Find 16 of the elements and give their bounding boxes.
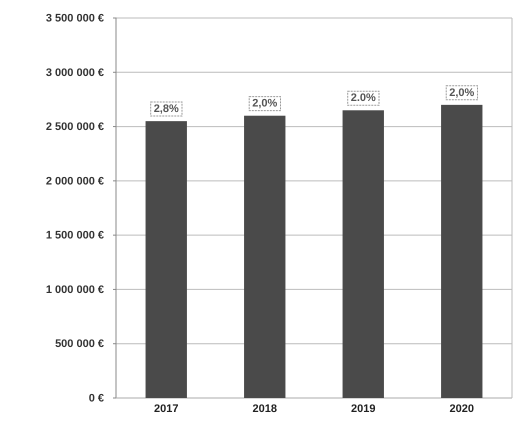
annotation: 2.0%	[350, 92, 376, 104]
y-tick-label: 3 000 000 €	[46, 66, 104, 79]
y-tick-label: 1 500 000 €	[46, 230, 104, 242]
y-tick-label: 500 000 €	[55, 338, 104, 350]
annotation: 2,0%	[252, 98, 278, 110]
y-tick-label: 0 €	[88, 392, 104, 405]
x-tick-label: 2017	[154, 403, 178, 415]
y-tick-label: 2 000 000 €	[46, 175, 104, 188]
y-tick-label: 3 500 000 €	[46, 12, 104, 25]
annotation: 2,8%	[154, 103, 179, 116]
x-tick-label: 2020	[450, 403, 474, 415]
y-tick-label: 1 000 000 €	[46, 284, 104, 296]
x-tick-label: 2019	[351, 403, 376, 415]
y-tick-label: 2 500 000 €	[46, 121, 104, 134]
annotation: 2,0%	[449, 86, 475, 99]
x-tick-label: 2018	[252, 403, 277, 415]
